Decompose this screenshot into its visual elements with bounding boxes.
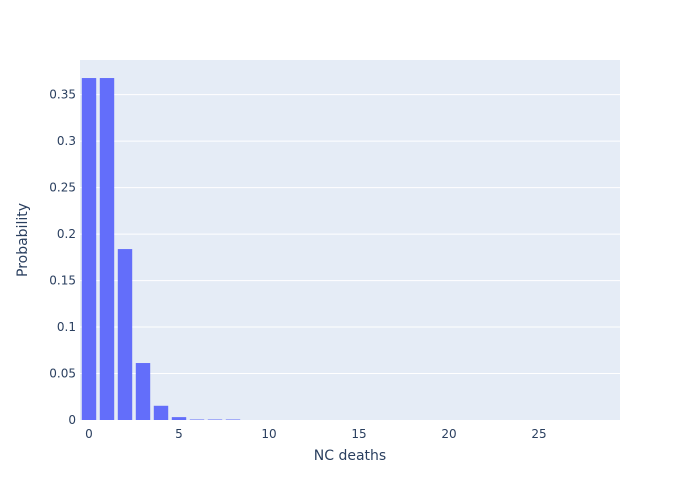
x-tick-label: 0 (85, 427, 93, 441)
x-tick-label: 5 (175, 427, 183, 441)
bar (189, 419, 205, 420)
y-tick-label: 0.05 (49, 367, 76, 381)
y-tick-labels: 0 0.05 0.1 0.15 0.2 0.25 0.3 0.35 (49, 88, 76, 427)
bar (135, 363, 151, 420)
x-tick-label: 10 (261, 427, 276, 441)
gridlines (80, 94, 620, 375)
x-tick-label: 15 (351, 427, 366, 441)
x-tick-labels: 0 5 10 15 20 25 (85, 427, 546, 441)
bar (153, 405, 169, 420)
bars (81, 78, 241, 420)
x-tick-label: 20 (441, 427, 456, 441)
bar (225, 419, 241, 420)
bar (207, 419, 223, 420)
bar (171, 417, 187, 420)
y-tick-label: 0.3 (57, 134, 76, 148)
y-axis-title: Probability (15, 203, 31, 277)
x-tick-label: 25 (531, 427, 546, 441)
y-tick-label: 0 (68, 413, 76, 427)
plot-background (80, 60, 620, 420)
y-tick-label: 0.1 (57, 320, 76, 334)
bar (81, 78, 97, 420)
y-tick-label: 0.2 (57, 227, 76, 241)
bar (99, 78, 115, 420)
y-tick-label: 0.25 (49, 181, 76, 195)
x-axis-title: NC deaths (314, 448, 386, 464)
bar (117, 249, 133, 420)
y-tick-label: 0.35 (49, 88, 76, 102)
y-tick-label: 0.15 (49, 274, 76, 288)
